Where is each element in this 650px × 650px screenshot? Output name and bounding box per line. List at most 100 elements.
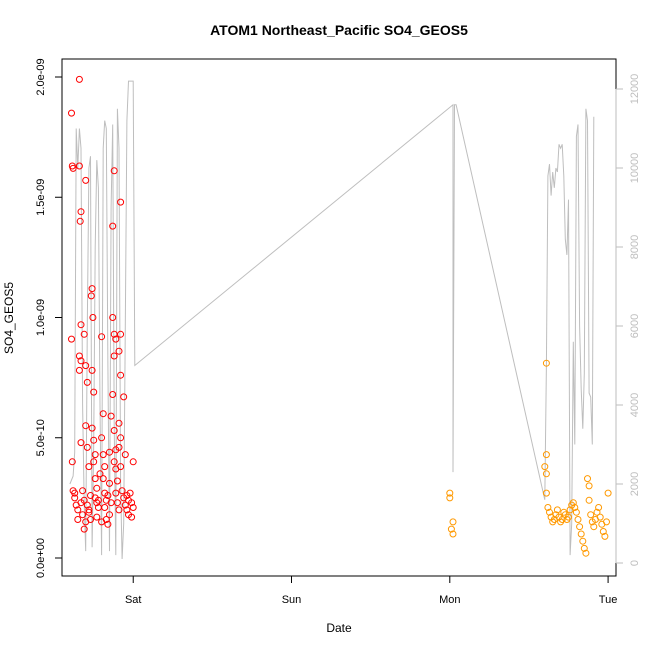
data-point — [99, 451, 107, 459]
plot-frame — [61, 58, 617, 577]
data-point — [85, 463, 93, 471]
data-point — [80, 330, 88, 338]
data-point — [446, 489, 454, 497]
data-point — [558, 516, 566, 523]
data-point — [79, 487, 87, 495]
data-point — [94, 496, 102, 504]
data-point — [582, 549, 590, 557]
data-point — [113, 477, 121, 485]
data-point — [85, 506, 93, 514]
data-point — [90, 458, 98, 466]
data-point — [88, 285, 96, 293]
data-point — [117, 330, 125, 338]
data-point — [68, 458, 76, 466]
data-point — [572, 508, 580, 516]
data-point — [74, 516, 82, 523]
data-point — [585, 482, 593, 490]
data-point — [68, 109, 75, 117]
data-point — [87, 492, 94, 499]
data-point — [85, 508, 93, 516]
data-point — [110, 458, 118, 466]
data-point — [110, 352, 118, 360]
data-point — [449, 530, 457, 538]
data-point — [77, 208, 85, 216]
data-point — [71, 494, 79, 502]
data-point — [542, 489, 550, 497]
data-point — [447, 525, 455, 533]
y-tick-label: 0.0e+00 — [35, 538, 47, 578]
data-point — [82, 176, 90, 184]
data-point — [106, 511, 113, 519]
data-point — [77, 439, 85, 447]
data-point — [117, 463, 125, 471]
data-point — [117, 434, 125, 442]
data-point — [571, 504, 579, 511]
x-axis: Sat Sun Mon Tue — [125, 575, 618, 606]
data-point — [75, 366, 83, 374]
data-point — [115, 419, 123, 427]
data-point — [115, 443, 123, 451]
y-tick-label: 5.0e-10 — [35, 419, 47, 456]
data-point — [115, 347, 123, 355]
data-point — [553, 506, 561, 514]
data-point — [104, 520, 112, 528]
y2-tick-label: 0 — [629, 560, 641, 566]
x-tick-label: Tue — [599, 594, 618, 606]
data-point — [115, 506, 123, 514]
data-point — [75, 75, 83, 83]
data-point — [87, 516, 94, 523]
data-point — [104, 492, 112, 499]
data-point — [99, 475, 107, 483]
data-point — [129, 504, 137, 511]
data-point — [109, 314, 117, 321]
data-point — [80, 525, 88, 533]
data-point — [542, 359, 550, 367]
data-point — [106, 448, 113, 456]
data-point — [75, 162, 83, 170]
data-point — [121, 451, 129, 459]
data-point — [118, 487, 126, 495]
y-tick-label: 1.5e-09 — [35, 179, 47, 216]
data-point — [69, 164, 77, 172]
data-point — [101, 504, 109, 511]
data-point — [604, 489, 612, 497]
data-point — [89, 314, 97, 321]
data-point — [109, 222, 117, 230]
data-point — [91, 451, 99, 459]
data-point — [123, 506, 131, 514]
data-point — [113, 499, 121, 507]
data-point — [541, 463, 549, 471]
y2-tick-label: 10000 — [629, 153, 641, 184]
data-point — [88, 366, 96, 374]
data-point — [595, 504, 603, 511]
y-tick-label: 1.0e-09 — [35, 299, 47, 336]
data-point — [112, 489, 120, 497]
data-point — [93, 513, 101, 521]
data-point — [596, 513, 604, 521]
data-point — [593, 508, 601, 516]
data-point — [77, 357, 85, 365]
chart-title: ATOM1 Northeast_Pacific SO4_GEOS5 — [210, 22, 468, 38]
data-point — [71, 489, 79, 497]
data-point — [117, 371, 125, 379]
data-point — [565, 513, 572, 521]
data-point — [120, 393, 128, 401]
x-tick-label: Mon — [439, 594, 460, 606]
data-point — [83, 501, 91, 509]
data-point — [601, 532, 609, 540]
data-point — [587, 511, 595, 519]
data-point — [128, 513, 136, 521]
data-points — [68, 75, 612, 557]
data-point — [121, 501, 129, 509]
data-point — [117, 198, 125, 206]
data-point — [77, 321, 85, 329]
data-point — [99, 410, 107, 418]
data-point — [76, 217, 84, 225]
data-point — [87, 292, 95, 300]
data-point — [68, 335, 75, 343]
data-point — [109, 391, 117, 398]
data-point — [585, 496, 593, 504]
data-point — [79, 511, 87, 519]
y-axis-label: SO4_GEOS5 — [2, 282, 16, 354]
